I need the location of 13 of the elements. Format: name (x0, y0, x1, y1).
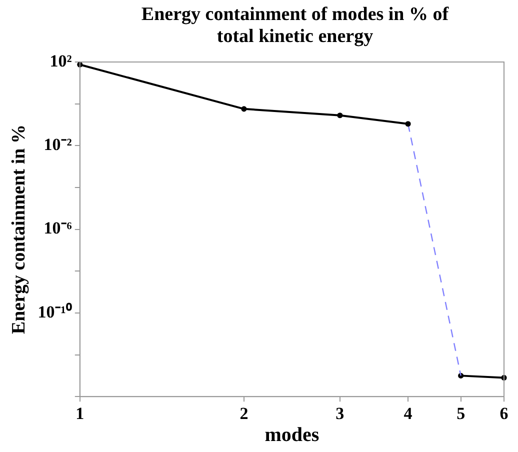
x-tick-label: 5 (456, 404, 466, 424)
chart-title: Energy containment of modes in % of total kinetic energy (140, 4, 450, 48)
x-tick-label: 1 (76, 404, 84, 424)
x-tick-label: 2 (240, 404, 248, 424)
y-tick-label: 10² (50, 51, 72, 70)
x-tick-label: 4 (404, 404, 413, 424)
y-tick-label: 10⁻¹⁰ (38, 302, 72, 322)
y-tick-label: 10⁻⁶ (44, 218, 72, 238)
x-tick-label: 6 (500, 404, 508, 424)
x-tick-label: 3 (336, 404, 344, 424)
y-axis-title: Energy containment in % (8, 124, 30, 334)
x-axis-title: modes (264, 424, 320, 446)
y-tick-label: 10⁻² (44, 135, 72, 154)
